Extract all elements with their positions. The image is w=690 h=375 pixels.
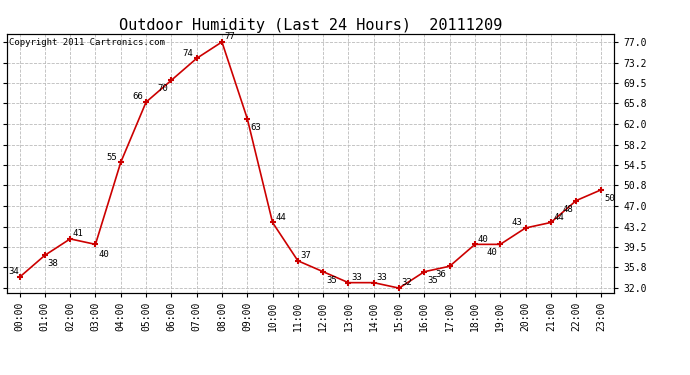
Text: 38: 38: [48, 260, 59, 268]
Text: 36: 36: [436, 270, 446, 279]
Text: 37: 37: [301, 251, 311, 260]
Text: 77: 77: [225, 32, 235, 41]
Text: 66: 66: [132, 92, 143, 101]
Text: 33: 33: [377, 273, 387, 282]
Text: 35: 35: [326, 276, 337, 285]
Title: Outdoor Humidity (Last 24 Hours)  20111209: Outdoor Humidity (Last 24 Hours) 2011120…: [119, 18, 502, 33]
Text: 48: 48: [562, 205, 573, 214]
Text: 32: 32: [402, 278, 413, 287]
Text: Copyright 2011 Cartronics.com: Copyright 2011 Cartronics.com: [10, 38, 165, 46]
Text: 33: 33: [351, 273, 362, 282]
Text: 55: 55: [107, 153, 117, 162]
Text: 70: 70: [157, 84, 168, 93]
Text: 35: 35: [427, 276, 438, 285]
Text: 44: 44: [275, 213, 286, 222]
Text: 44: 44: [553, 213, 564, 222]
Text: 63: 63: [250, 123, 261, 132]
Text: 74: 74: [183, 49, 193, 58]
Text: 40: 40: [486, 249, 497, 258]
Text: 40: 40: [98, 250, 109, 259]
Text: 34: 34: [8, 267, 19, 276]
Text: 41: 41: [73, 229, 83, 238]
Text: 43: 43: [512, 218, 522, 227]
Text: 50: 50: [604, 194, 615, 203]
Text: 40: 40: [477, 235, 489, 244]
